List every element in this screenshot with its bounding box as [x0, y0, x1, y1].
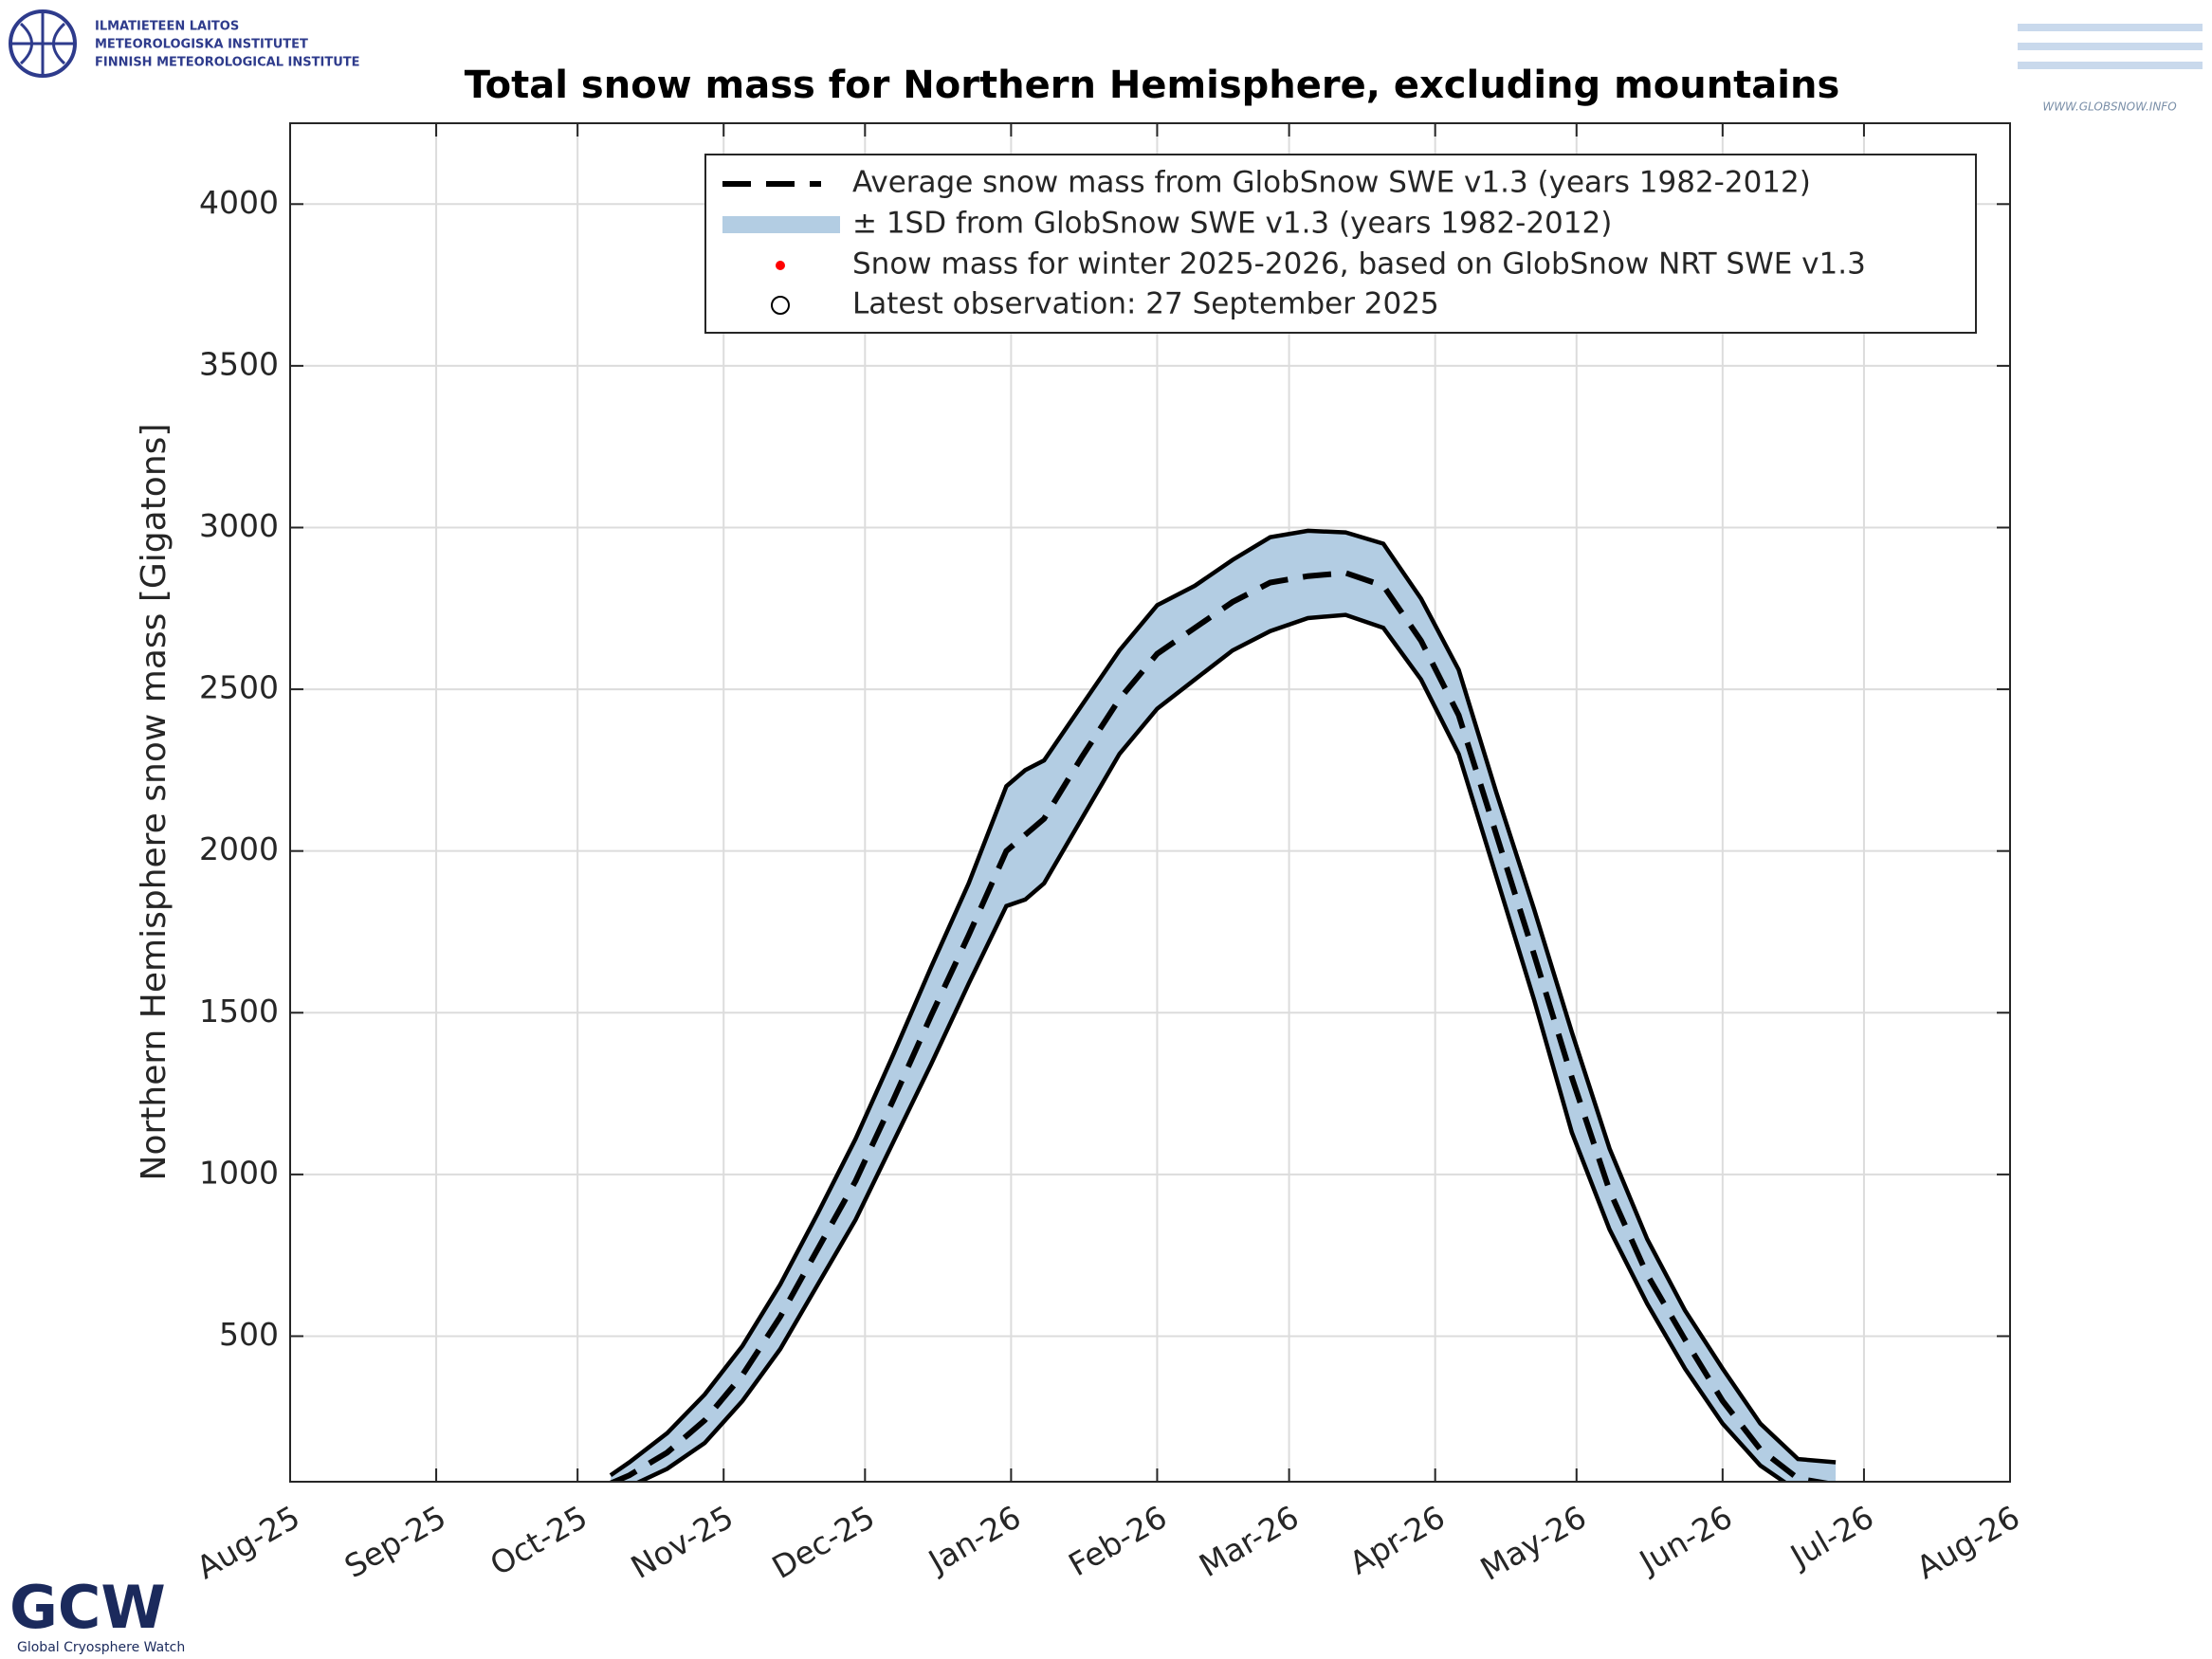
x-tick-label: Aug-25: [191, 1498, 306, 1586]
x-tick-label: Jan-26: [921, 1498, 1027, 1580]
gcw-logo: GCW Global Cryosphere Watch: [9, 1573, 185, 1655]
legend-box: [704, 154, 1977, 334]
legend-label: Latest observation: 27 September 2025: [852, 287, 1439, 321]
x-tick-label: Dec-25: [766, 1498, 881, 1586]
average-line: [609, 570, 1835, 1482]
x-tick-label: Oct-25: [484, 1498, 594, 1582]
x-tick-label: May-26: [1474, 1498, 1593, 1588]
axes-box: [289, 122, 2011, 1483]
x-tick-label: Mar-26: [1193, 1498, 1305, 1584]
globsnow-url: WWW.GLOBSNOW.INFO: [2042, 100, 2176, 114]
legend-marker: [776, 261, 785, 270]
gcw-name: Global Cryosphere Watch: [17, 1640, 185, 1655]
x-tick-label: Feb-26: [1062, 1498, 1173, 1583]
legend-marker: [722, 216, 840, 233]
fmi-text: METEOROLOGISKA INSTITUTET: [95, 38, 308, 52]
logo-stripe: [2018, 62, 2203, 69]
globsnow-logo: WWW.GLOBSNOW.INFO: [2018, 24, 2203, 114]
y-tick-label: 3000: [199, 507, 279, 544]
y-tick-label: 4000: [199, 184, 279, 221]
chart-title: Total snow mass for Northern Hemisphere,…: [465, 64, 1840, 107]
fmi-text: ILMATIETEEN LAITOS: [95, 20, 239, 34]
ticks: 500 1000 1500 2000 2500 3000 3500 4000 Aug-25 Sep…: [191, 123, 2026, 1588]
plot-area: [609, 528, 1837, 1482]
y-tick-label: 500: [219, 1316, 279, 1353]
y-tick-label: 2000: [199, 830, 279, 867]
y-tick-label: 2500: [199, 669, 279, 706]
legend-label: ± 1SD from GlobSnow SWE v1.3 (years 1982…: [852, 207, 1612, 241]
legend-label: Average snow mass from GlobSnow SWE v1.3…: [852, 166, 1811, 200]
legend: Average snow mass from GlobSnow SWE v1.3…: [704, 154, 1977, 334]
legend-marker: [771, 296, 790, 315]
gcw-text: GCW: [9, 1573, 166, 1642]
y-tick-label: 3500: [199, 345, 279, 382]
logo-stripe: [2018, 43, 2203, 50]
fmi-text: FINNISH METEOROLOGICAL INSTITUTE: [95, 56, 360, 70]
logo-stripe: [2018, 24, 2203, 31]
x-tick-label: Nov-25: [625, 1498, 740, 1585]
x-tick-label: Jun-26: [1632, 1498, 1739, 1581]
x-tick-label: Aug-26: [1910, 1498, 2026, 1586]
y-axis-label: Northern Hemisphere snow mass [Gigatons]: [135, 424, 174, 1181]
y-tick-label: 1500: [199, 993, 279, 1030]
sd-lower-line: [634, 612, 1788, 1482]
x-tick-label: Jul-26: [1782, 1498, 1879, 1576]
x-tick-label: Sep-25: [338, 1498, 452, 1585]
fmi-logo: ILMATIETEEN LAITOS METEOROLOGISKA INSTIT…: [9, 9, 360, 78]
fmi-emblem-lines: [12, 11, 73, 76]
sd-band: [611, 530, 1837, 1482]
x-tick-label: Apr-26: [1344, 1498, 1452, 1581]
sd-upper-line: [609, 528, 1837, 1478]
legend-label: Snow mass for winter 2025-2026, based on…: [852, 247, 1866, 282]
y-tick-label: 1000: [199, 1154, 279, 1191]
